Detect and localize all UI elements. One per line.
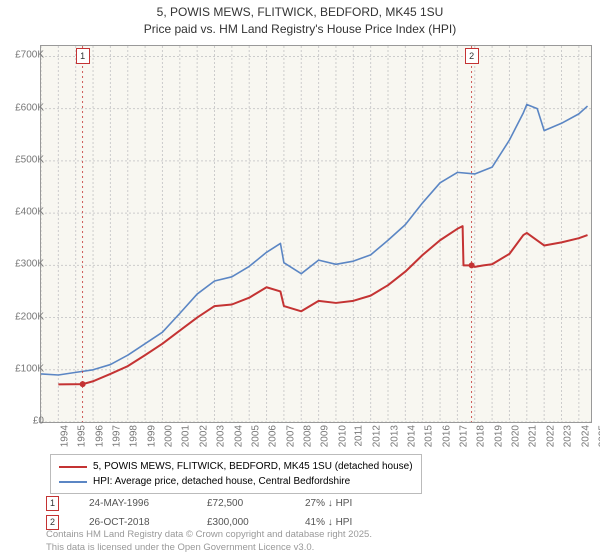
footer-line1: Contains HM Land Registry data © Crown c… <box>46 529 372 541</box>
xtick-label: 2018 <box>476 425 487 447</box>
xtick-label: 2022 <box>545 425 556 447</box>
legend-swatch-price <box>59 466 87 468</box>
title-line1: 5, POWIS MEWS, FLITWICK, BEDFORD, MK45 1… <box>0 4 600 21</box>
footer: Contains HM Land Registry data © Crown c… <box>46 529 372 554</box>
chart-marker-1: 1 <box>76 48 90 64</box>
xtick-label: 2020 <box>510 425 521 447</box>
xtick-label: 2015 <box>424 425 435 447</box>
xtick-label: 1995 <box>77 425 88 447</box>
sale-delta-1: 27% ↓ HPI <box>305 498 352 509</box>
chart-marker-2: 2 <box>465 48 479 64</box>
sale-date-1: 24-MAY-1996 <box>89 498 177 509</box>
xtick-label: 2002 <box>198 425 209 447</box>
xtick-label: 2011 <box>353 425 364 447</box>
xtick-label: 2004 <box>233 425 244 447</box>
xtick-label: 2012 <box>372 425 383 447</box>
xtick-label: 2024 <box>580 425 591 447</box>
xtick-label: 2013 <box>389 425 400 447</box>
legend-label-price: 5, POWIS MEWS, FLITWICK, BEDFORD, MK45 1… <box>93 459 413 474</box>
sale-row-1: 1 24-MAY-1996 £72,500 27% ↓ HPI <box>46 494 352 513</box>
chart-container: 5, POWIS MEWS, FLITWICK, BEDFORD, MK45 1… <box>0 0 600 560</box>
legend-label-hpi: HPI: Average price, detached house, Cent… <box>93 474 350 489</box>
chart-title: 5, POWIS MEWS, FLITWICK, BEDFORD, MK45 1… <box>0 0 600 38</box>
xtick-label: 2023 <box>562 425 573 447</box>
ytick-label: £100K <box>15 363 44 374</box>
legend-item-price: 5, POWIS MEWS, FLITWICK, BEDFORD, MK45 1… <box>59 459 413 474</box>
xtick-label: 1998 <box>129 425 140 447</box>
ytick-label: £0 <box>33 416 44 427</box>
xtick-label: 2000 <box>163 425 174 447</box>
legend: 5, POWIS MEWS, FLITWICK, BEDFORD, MK45 1… <box>50 454 422 494</box>
xtick-label: 2021 <box>528 425 539 447</box>
ytick-label: £400K <box>15 207 44 218</box>
sale-date-2: 26-OCT-2018 <box>89 517 177 528</box>
xtick-label: 1999 <box>146 425 157 447</box>
title-line2: Price paid vs. HM Land Registry's House … <box>0 21 600 38</box>
xtick-label: 2010 <box>337 425 348 447</box>
ytick-label: £700K <box>15 50 44 61</box>
legend-swatch-hpi <box>59 481 87 483</box>
sale-marker-2: 2 <box>46 515 59 530</box>
xtick-label: 2005 <box>250 425 261 447</box>
plot-area <box>40 45 592 423</box>
sale-delta-2: 41% ↓ HPI <box>305 517 352 528</box>
xtick-label: 2016 <box>441 425 452 447</box>
xtick-label: 2001 <box>181 425 192 447</box>
ytick-label: £600K <box>15 102 44 113</box>
xtick-label: 2019 <box>493 425 504 447</box>
xtick-label: 2017 <box>458 425 469 447</box>
chart-svg <box>41 46 591 422</box>
sales-table: 1 24-MAY-1996 £72,500 27% ↓ HPI 2 26-OCT… <box>46 494 352 532</box>
xtick-label: 1997 <box>111 425 122 447</box>
legend-item-hpi: HPI: Average price, detached house, Cent… <box>59 474 413 489</box>
sale-price-1: £72,500 <box>207 498 275 509</box>
xtick-label: 2003 <box>215 425 226 447</box>
ytick-label: £300K <box>15 259 44 270</box>
xtick-label: 1996 <box>94 425 105 447</box>
xtick-label: 2009 <box>320 425 331 447</box>
xtick-label: 2006 <box>267 425 278 447</box>
footer-line2: This data is licensed under the Open Gov… <box>46 542 372 554</box>
ytick-label: £200K <box>15 311 44 322</box>
sale-marker-1: 1 <box>46 496 59 511</box>
xtick-label: 2014 <box>406 425 417 447</box>
sale-price-2: £300,000 <box>207 517 275 528</box>
xtick-label: 1994 <box>59 425 70 447</box>
xtick-label: 2007 <box>285 425 296 447</box>
ytick-label: £500K <box>15 154 44 165</box>
xtick-label: 2008 <box>302 425 313 447</box>
